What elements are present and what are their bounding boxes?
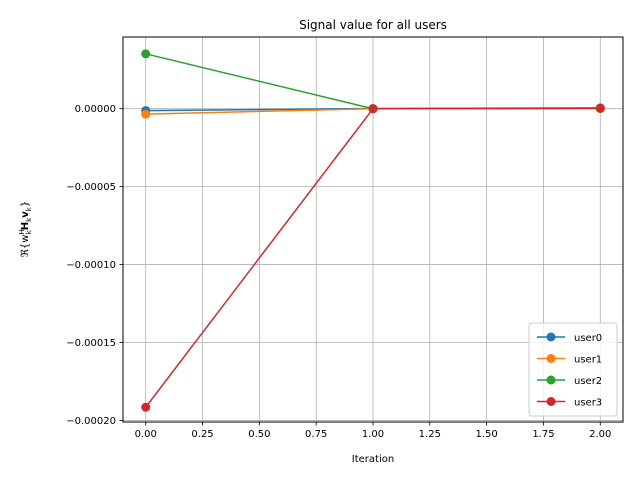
legend-label: user3: [574, 398, 602, 409]
x-tick-label: 1.50: [476, 429, 498, 440]
legend-item: user0: [537, 332, 602, 344]
legend-marker: [546, 354, 556, 363]
y-title-v: v: [20, 211, 31, 218]
legend-label: user1: [574, 355, 602, 366]
x-tick-label: 0.50: [248, 429, 270, 440]
y-title-main: ℜ{w: [20, 235, 31, 258]
x-tick-label: 0.25: [191, 429, 213, 440]
y-tick-label: 0.00000: [75, 104, 116, 115]
y-title-end: }: [20, 201, 31, 207]
x-tick-label: 0.00: [135, 429, 157, 440]
x-tick-label: 1.25: [419, 429, 441, 440]
y-title-sub2: k: [25, 217, 33, 222]
data-point: [595, 103, 605, 113]
y-tick-label: −0.00005: [66, 182, 116, 193]
data-point: [368, 104, 378, 114]
data-point: [141, 49, 151, 59]
y-tick-label: −0.00015: [66, 338, 116, 349]
x-tick-label: 1.75: [532, 429, 554, 440]
legend-item: user3: [537, 397, 602, 409]
y-tick-label: −0.00020: [66, 416, 116, 427]
legend-item: user2: [537, 375, 602, 387]
x-tick-label: 0.75: [305, 429, 327, 440]
ticks: 0.00 0.25 0.50 0.75 1.00 1.25 1.50 1.75 2.00 0.00…: [66, 104, 611, 440]
chart-title: Signal value for all users: [299, 18, 447, 32]
x-axis-title: Iteration: [352, 454, 394, 465]
y-title-mid: H: [20, 222, 31, 230]
legend-label: user0: [574, 333, 602, 344]
y-tick-label: −0.00010: [66, 260, 116, 271]
legend-label: user2: [574, 376, 602, 387]
y-title-sub1: k: [25, 229, 33, 234]
data-point: [141, 109, 151, 119]
legend-marker: [546, 375, 556, 385]
x-tick-label: 1.00: [362, 429, 384, 440]
data-point: [141, 402, 151, 412]
legend: user0 user1 user2 user3: [528, 322, 618, 417]
y-axis-title: ℜ{wHkHkvk}: [18, 201, 33, 257]
y-title-sup: H: [18, 229, 26, 234]
legend-box: [528, 322, 618, 417]
series-layer: [141, 49, 605, 412]
legend-item: user1: [537, 354, 602, 366]
legend-marker: [546, 397, 556, 406]
legend-marker: [546, 332, 556, 342]
series-user3: [141, 103, 605, 412]
x-tick-label: 2.00: [589, 429, 611, 440]
y-title-sub3: k: [25, 206, 33, 211]
